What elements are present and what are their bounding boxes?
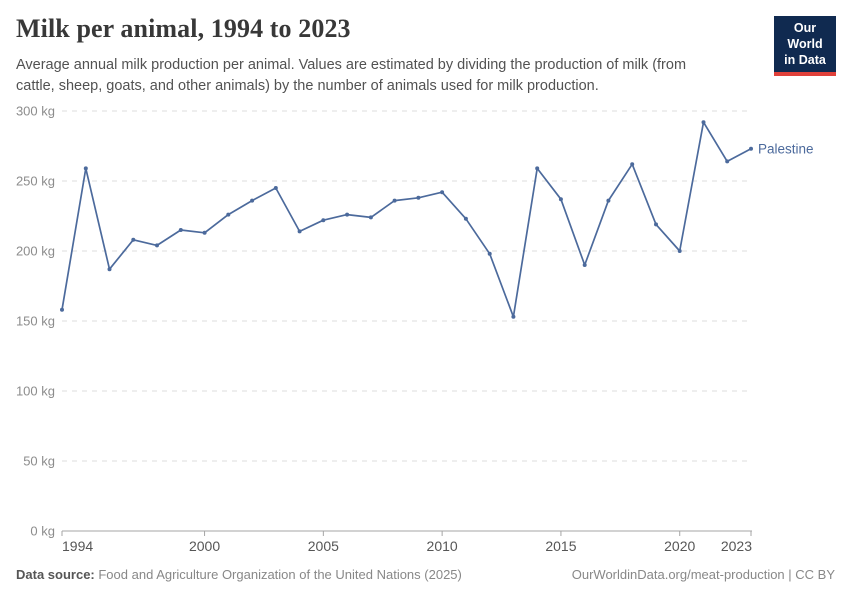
data-source-label: Data source:: [16, 567, 95, 582]
y-axis-tick-label: 100 kg: [16, 384, 55, 399]
data-point: [368, 215, 373, 220]
data-line: [61, 121, 752, 318]
data-point: [131, 237, 136, 242]
x-axis-tick-label: 2023: [721, 538, 752, 554]
data-point: [701, 120, 706, 125]
data-point: [226, 212, 231, 217]
data-point: [440, 190, 445, 195]
data-point: [535, 166, 540, 171]
chart-subtitle: Average annual milk production per anima…: [16, 57, 687, 94]
credit-text: OurWorldinData.org/meat-production | CC …: [571, 567, 835, 582]
x-axis-tick-label: 1994: [62, 538, 93, 554]
data-point: [273, 186, 278, 190]
data-point: [107, 267, 112, 272]
data-point: [178, 228, 183, 232]
data-point: [297, 229, 302, 234]
x-axis-tick-label: 2005: [308, 538, 339, 554]
y-axis-tick-label: 150 kg: [16, 314, 55, 329]
data-point: [392, 198, 397, 203]
data-point: [630, 162, 635, 167]
data-point: [511, 314, 516, 319]
page-title: Milk per animal, 1994 to 2023: [16, 14, 351, 43]
data-point: [155, 243, 159, 248]
x-axis-tick-label: 2010: [427, 538, 458, 554]
y-axis-tick-label: 250 kg: [16, 174, 55, 189]
data-point: [60, 307, 64, 312]
data-point: [654, 222, 658, 227]
x-axis-tick-label: 2000: [189, 538, 220, 554]
data-point: [487, 251, 492, 256]
y-axis-tick-label: 0 kg: [30, 524, 55, 539]
owid-logo: Our World in Data: [774, 16, 836, 77]
data-point: [582, 263, 587, 267]
data-point: [725, 159, 730, 164]
data-point: [202, 230, 207, 235]
data-point: [558, 197, 563, 202]
series-label: Palestine: [758, 141, 814, 156]
data-point: [416, 195, 421, 200]
x-axis-tick-label: 2015: [545, 538, 576, 554]
data-point: [250, 198, 255, 203]
data-point: [606, 198, 611, 203]
data-source-text: Food and Agriculture Organization of the…: [94, 567, 462, 582]
data-point: [463, 216, 468, 221]
data-point: [677, 249, 682, 253]
data-point: [749, 146, 753, 151]
data-source: Data source: Food and Agriculture Organi…: [16, 567, 462, 582]
owid-logo-line2: in Data: [784, 52, 826, 67]
y-axis-tick-label: 300 kg: [16, 104, 55, 119]
data-point: [345, 212, 350, 217]
y-axis-tick-label: 50 kg: [23, 454, 55, 469]
data-point: [83, 166, 88, 171]
owid-logo-line1: Our World: [787, 21, 823, 51]
y-axis-tick-label: 200 kg: [16, 244, 55, 259]
data-point: [321, 218, 326, 223]
x-axis-tick-label: 2020: [664, 538, 695, 554]
